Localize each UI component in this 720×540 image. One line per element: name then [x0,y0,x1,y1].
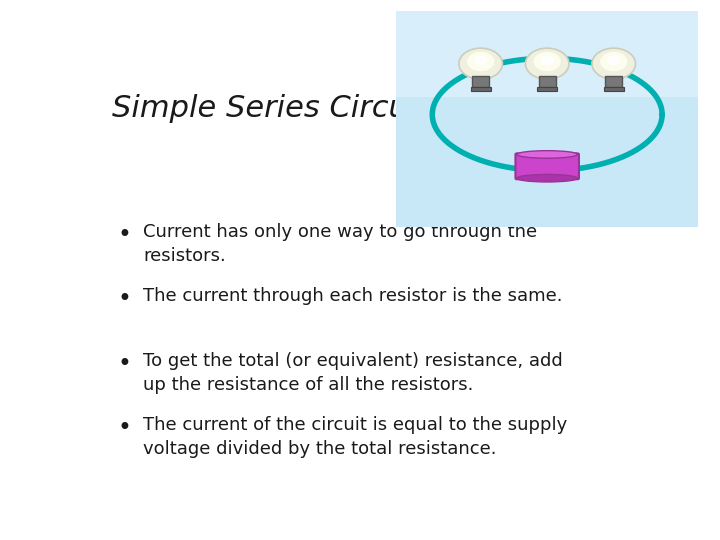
Text: Simple Series Circuit: Simple Series Circuit [112,94,428,123]
FancyBboxPatch shape [606,76,622,87]
Circle shape [474,56,487,65]
Circle shape [600,52,627,71]
Circle shape [607,56,621,65]
Ellipse shape [517,174,577,182]
Circle shape [459,48,503,79]
FancyBboxPatch shape [472,76,489,87]
Circle shape [592,48,636,79]
Text: Current has only one way to go through the
resistors.: Current has only one way to go through t… [143,223,537,265]
FancyBboxPatch shape [537,87,557,91]
Circle shape [467,52,495,71]
FancyBboxPatch shape [516,153,579,179]
Ellipse shape [517,151,577,158]
FancyBboxPatch shape [539,76,556,87]
Text: The current of the circuit is equal to the supply
voltage divided by the total r: The current of the circuit is equal to t… [143,416,567,458]
Text: •: • [118,287,132,311]
Text: •: • [118,416,132,440]
Bar [396,11,698,97]
Text: The current through each resistor is the same.: The current through each resistor is the… [143,287,562,305]
FancyBboxPatch shape [604,87,624,91]
Text: •: • [118,352,132,376]
Circle shape [541,56,554,65]
Circle shape [534,52,561,71]
Circle shape [526,48,569,79]
Text: •: • [118,223,132,247]
Text: To get the total (or equivalent) resistance, add
up the resistance of all the re: To get the total (or equivalent) resista… [143,352,563,394]
FancyBboxPatch shape [471,87,490,91]
